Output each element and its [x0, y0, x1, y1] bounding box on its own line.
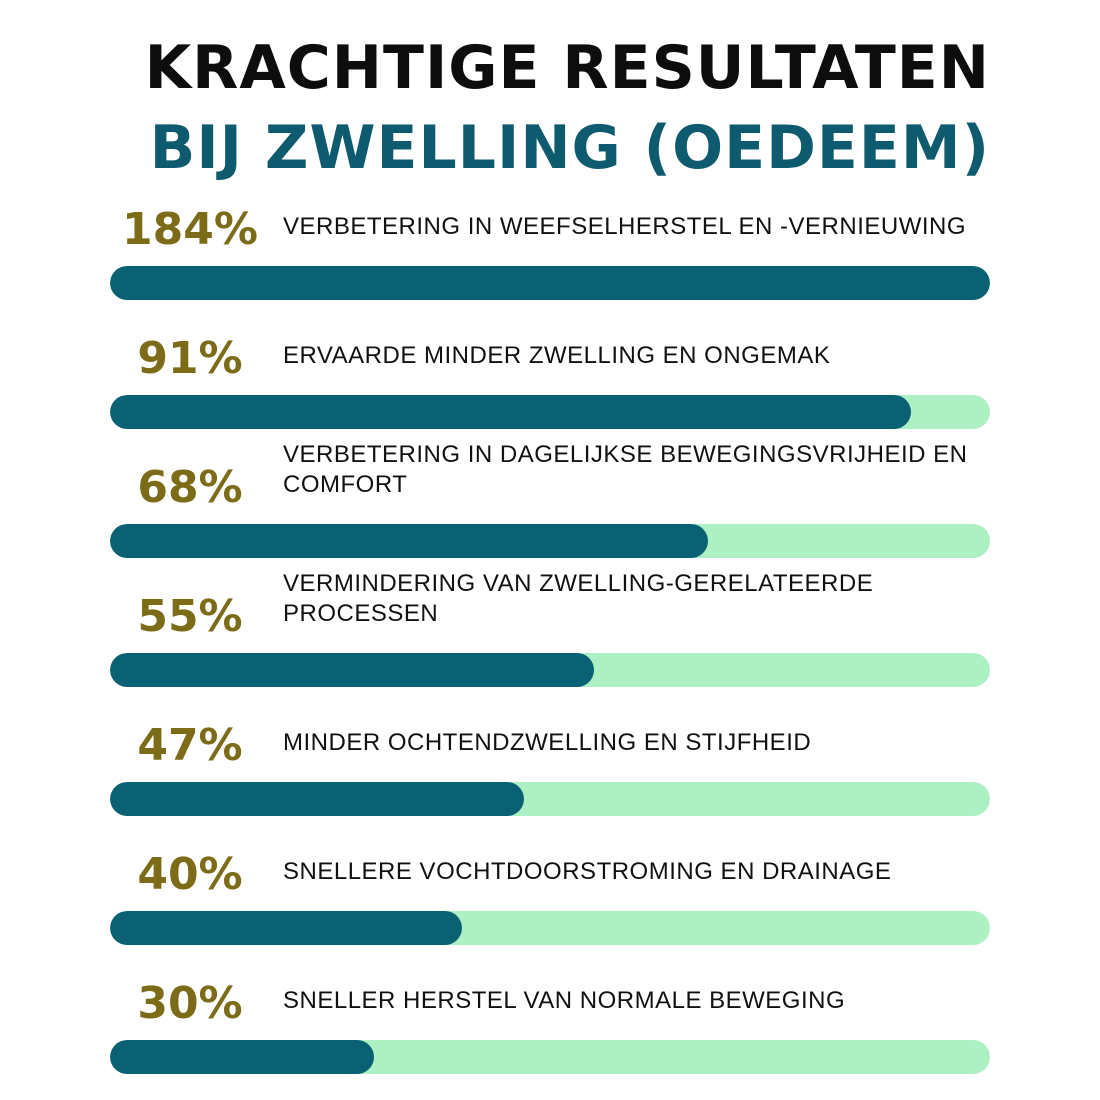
bar-fill [110, 782, 524, 816]
bar-track [110, 911, 990, 945]
value-label: 184% [122, 204, 258, 255]
category-label: SNELLERE VOCHTDOORSTROMING EN DRAINAGE [283, 858, 892, 885]
value-label: 30% [137, 978, 243, 1029]
bar-track [110, 653, 990, 687]
bar-fill [110, 395, 911, 429]
category-label: ERVAARDE MINDER ZWELLING EN ONGEMAK [283, 342, 831, 369]
category-label: SNELLER HERSTEL VAN NORMALE BEWEGING [283, 987, 846, 1014]
category-label: VERMINDERING VAN ZWELLING-GERELATEERDE P… [283, 570, 874, 627]
value-label: 68% [137, 462, 243, 513]
bar-track [110, 395, 990, 429]
value-label: 40% [137, 849, 243, 900]
bar-fill [110, 266, 990, 300]
bar-track [110, 1040, 990, 1074]
bar-fill [110, 524, 708, 558]
value-label: 55% [137, 591, 243, 642]
category-label: VERBETERING IN DAGELIJKSE BEWEGINGSVRIJH… [283, 441, 968, 498]
bar-track [110, 524, 990, 558]
bar-fill [110, 1040, 374, 1074]
bar-fill [110, 653, 594, 687]
bar-track [110, 782, 990, 816]
bar-fill [110, 911, 462, 945]
title-line-2: BIJ ZWELLING (OEDEEM) [149, 113, 990, 183]
value-label: 91% [137, 333, 243, 384]
category-label: MINDER OCHTENDZWELLING EN STIJFHEID [283, 729, 812, 756]
title-line-1: KRACHTIGE RESULTATEN [144, 33, 990, 103]
category-label: VERBETERING IN WEEFSELHERSTEL EN -VERNIE… [283, 213, 967, 240]
value-label: 47% [137, 720, 243, 771]
bar-track [110, 266, 990, 300]
